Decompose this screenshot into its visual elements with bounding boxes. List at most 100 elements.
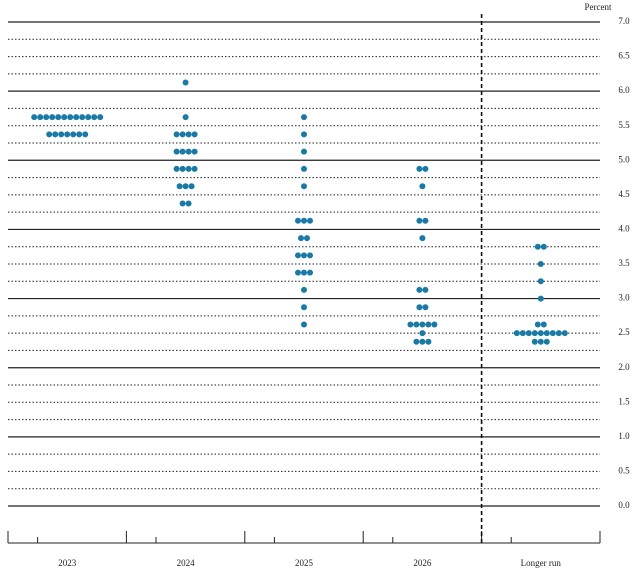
dot (85, 114, 92, 121)
dot (416, 217, 423, 224)
dot (295, 269, 301, 276)
dot (173, 165, 180, 172)
dot (31, 114, 38, 121)
dot (173, 148, 180, 155)
dot (301, 114, 307, 121)
dot (413, 338, 420, 345)
y-axis-label: Percent (585, 2, 612, 12)
dot (549, 330, 556, 337)
dot (534, 321, 541, 328)
dot (425, 321, 432, 328)
dot (422, 165, 429, 172)
y-tick-label: 6.0 (618, 85, 630, 95)
dot (422, 286, 429, 293)
dot (301, 217, 307, 224)
dot (185, 131, 192, 138)
y-tick-label: 6.5 (618, 51, 630, 61)
dot (537, 261, 544, 267)
dot (179, 148, 186, 155)
y-tick-label: 2.5 (618, 327, 630, 337)
dot (537, 278, 544, 285)
dot (301, 321, 307, 328)
dot (52, 131, 59, 138)
y-tick-label: 4.5 (618, 189, 630, 199)
dot (422, 304, 429, 311)
dot (304, 235, 310, 242)
x-tick-label: 2025 (295, 558, 314, 568)
dot (179, 165, 186, 172)
dot (179, 200, 186, 207)
dot (82, 131, 89, 138)
dot (419, 330, 426, 337)
dot (61, 114, 68, 121)
dot (301, 131, 307, 138)
dot (416, 165, 423, 172)
dot (537, 295, 544, 302)
dot (43, 114, 50, 121)
dot (431, 321, 438, 328)
dot (537, 338, 544, 345)
dot (79, 114, 86, 121)
dot (67, 114, 74, 121)
dot (298, 235, 304, 242)
x-tick-label: 2026 (413, 558, 432, 568)
dot (70, 131, 77, 138)
y-tick-label: 0.5 (618, 465, 630, 475)
dot (55, 114, 62, 121)
dot (185, 148, 192, 155)
dot (301, 148, 307, 155)
dot (182, 114, 189, 121)
y-tick-label: 3.5 (618, 258, 630, 268)
dot (419, 235, 426, 242)
dot (307, 252, 313, 259)
x-tick-label: Longer run (521, 558, 562, 568)
dot (543, 338, 550, 345)
dot (301, 286, 307, 293)
dot (49, 114, 56, 121)
dot (295, 252, 301, 259)
x-tick-label: 2023 (58, 558, 77, 568)
dot (58, 131, 65, 138)
x-tick-label: 2024 (177, 558, 196, 568)
dot (537, 330, 544, 337)
dot (73, 114, 80, 121)
dot (413, 321, 420, 328)
dot (97, 114, 104, 121)
dot (173, 131, 180, 138)
y-tick-label: 7.0 (618, 16, 630, 26)
dot (519, 330, 526, 337)
dot (307, 217, 313, 224)
y-tick-label: 1.5 (618, 396, 630, 406)
dot (182, 183, 189, 190)
dot (419, 338, 426, 345)
dot (64, 131, 71, 138)
dot (301, 183, 307, 190)
y-tick-label: 1.0 (618, 431, 630, 441)
dot (407, 321, 414, 328)
dot (182, 79, 189, 86)
dot (37, 114, 44, 121)
dot (513, 330, 520, 337)
dot (191, 148, 198, 155)
dot (185, 200, 192, 207)
dot (188, 183, 195, 190)
dot (295, 217, 301, 224)
dot (534, 243, 541, 250)
dot (301, 304, 307, 311)
dot (91, 114, 98, 121)
dot (46, 131, 53, 138)
dot (301, 252, 307, 259)
dot (422, 217, 429, 224)
dot (416, 286, 423, 293)
dot (419, 183, 426, 190)
dot (540, 243, 547, 250)
y-tick-label: 0.0 (618, 500, 630, 510)
dot (540, 321, 547, 328)
y-tick-label: 2.0 (618, 362, 630, 372)
dot (191, 165, 198, 172)
dot (416, 304, 423, 311)
dot (301, 269, 307, 276)
dot (191, 131, 198, 138)
dot (176, 183, 183, 190)
dot (531, 330, 538, 337)
